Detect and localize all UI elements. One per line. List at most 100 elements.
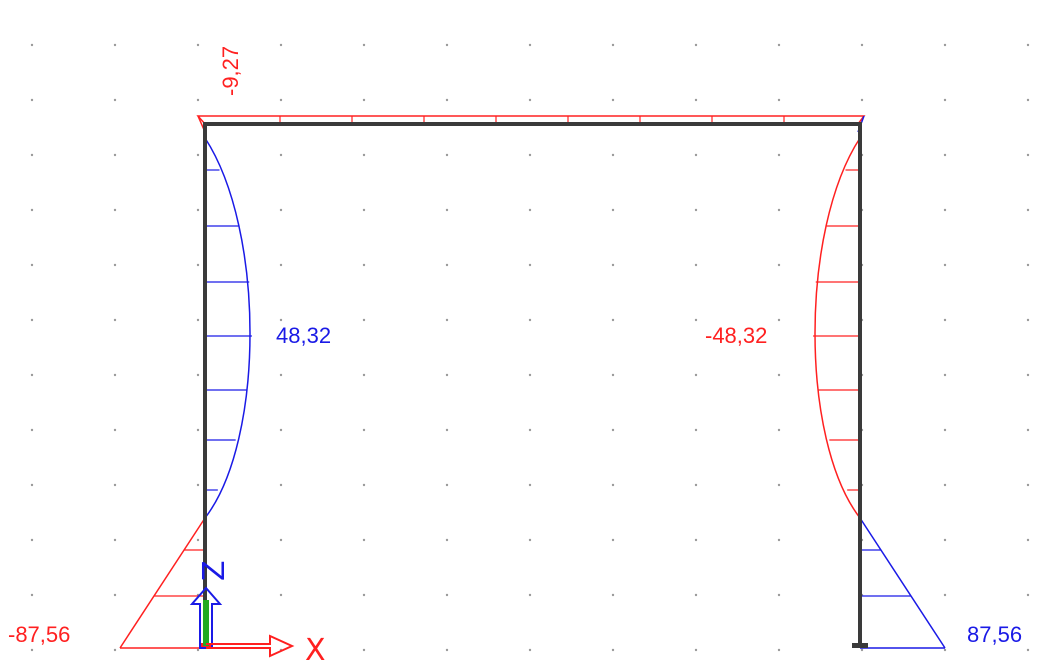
grid-dot (694, 428, 698, 432)
grid-dot (445, 648, 449, 652)
left-column-negative-hatch (154, 549, 205, 597)
grid-dot (1026, 593, 1030, 597)
grid-dot (445, 263, 449, 267)
grid-dot (611, 153, 615, 157)
grid-dot (528, 428, 532, 432)
grid-dot (777, 208, 781, 212)
right-column-positive-hatch (860, 549, 911, 597)
grid-dot (30, 43, 34, 47)
right-column-positive-curve (859, 517, 946, 649)
left-column-mid-value-label: 48,32 (276, 323, 331, 348)
grid-dot (445, 43, 449, 47)
grid-dot (777, 373, 781, 377)
grid-dot (445, 153, 449, 157)
grid-dot (445, 98, 449, 102)
grid-dot (196, 208, 200, 212)
grid-dot (528, 483, 532, 487)
grid-dot (196, 538, 200, 542)
axes-glyph: Z X (189, 560, 326, 662)
grid-dot (694, 483, 698, 487)
grid-dot (362, 208, 366, 212)
grid-dot (777, 593, 781, 597)
grid-dot (943, 208, 947, 212)
grid-dot (528, 373, 532, 377)
grid-dot (528, 648, 532, 652)
grid-dot (611, 98, 615, 102)
grid-dot (777, 428, 781, 432)
grid-dot (943, 538, 947, 542)
grid-dot (528, 538, 532, 542)
grid-dot (196, 263, 200, 267)
grid-dot (777, 43, 781, 47)
grid-dot (113, 538, 117, 542)
grid-dot (611, 483, 615, 487)
grid-dot (528, 593, 532, 597)
grid-dot (279, 208, 283, 212)
grid-dot (445, 593, 449, 597)
grid-dot (362, 428, 366, 432)
grid-dot (694, 593, 698, 597)
grid-dot (777, 98, 781, 102)
grid-dot (860, 648, 864, 652)
grid-dot (694, 648, 698, 652)
grid-dot (30, 593, 34, 597)
grid-dot (362, 593, 366, 597)
z-axis-label: Z (197, 560, 232, 581)
grid-dot (30, 98, 34, 102)
left-base-value-label: -87,56 (8, 622, 70, 647)
grid-dot (445, 538, 449, 542)
grid-dot (196, 318, 200, 322)
grid-dot (611, 648, 615, 652)
right-base-value-label: 87,56 (967, 622, 1022, 647)
grid-dot (30, 483, 34, 487)
grid-dot (860, 98, 864, 102)
grid-dot (1026, 43, 1030, 47)
grid-dot (113, 208, 117, 212)
grid-dot (279, 318, 283, 322)
grid-dot (777, 318, 781, 322)
grid-dot (279, 43, 283, 47)
grid-dot (445, 483, 449, 487)
grid-dot (777, 263, 781, 267)
right-base-support (852, 643, 868, 648)
grid-dot (113, 98, 117, 102)
up-arrow-icon (189, 586, 223, 649)
grid-dot (694, 153, 698, 157)
grid-dot (362, 263, 366, 267)
grid-dot (30, 318, 34, 322)
grid-dot (943, 153, 947, 157)
grid-dot (445, 318, 449, 322)
grid-dot (279, 483, 283, 487)
grid-dot (611, 43, 615, 47)
grid-dot (362, 318, 366, 322)
grid-dot (1026, 153, 1030, 157)
grid-dot (611, 593, 615, 597)
frame-members (199, 122, 868, 648)
grid-dot (694, 208, 698, 212)
grid-dot (943, 428, 947, 432)
grid-dot (196, 153, 200, 157)
support-green-bar (203, 600, 209, 646)
grid-dot (611, 318, 615, 322)
grid-dot (943, 263, 947, 267)
grid-dot (445, 428, 449, 432)
grid-dot (611, 208, 615, 212)
grid-dot (113, 428, 117, 432)
grid-dot (1026, 538, 1030, 542)
grid-dot (1026, 318, 1030, 322)
right-column-mid-value-label: -48,32 (705, 323, 767, 348)
grid-dot (196, 428, 200, 432)
grid-dot (30, 428, 34, 432)
grid-dot (30, 208, 34, 212)
grid-dot (777, 483, 781, 487)
grid-dot (196, 483, 200, 487)
grid-dot (445, 208, 449, 212)
right-column-negative-curve (814, 137, 861, 519)
right-column-moment-diagram (813, 137, 946, 649)
grid-dot (943, 318, 947, 322)
grid-dot (694, 43, 698, 47)
grid-dot (943, 483, 947, 487)
grid-dot (445, 373, 449, 377)
grid-dot (30, 263, 34, 267)
